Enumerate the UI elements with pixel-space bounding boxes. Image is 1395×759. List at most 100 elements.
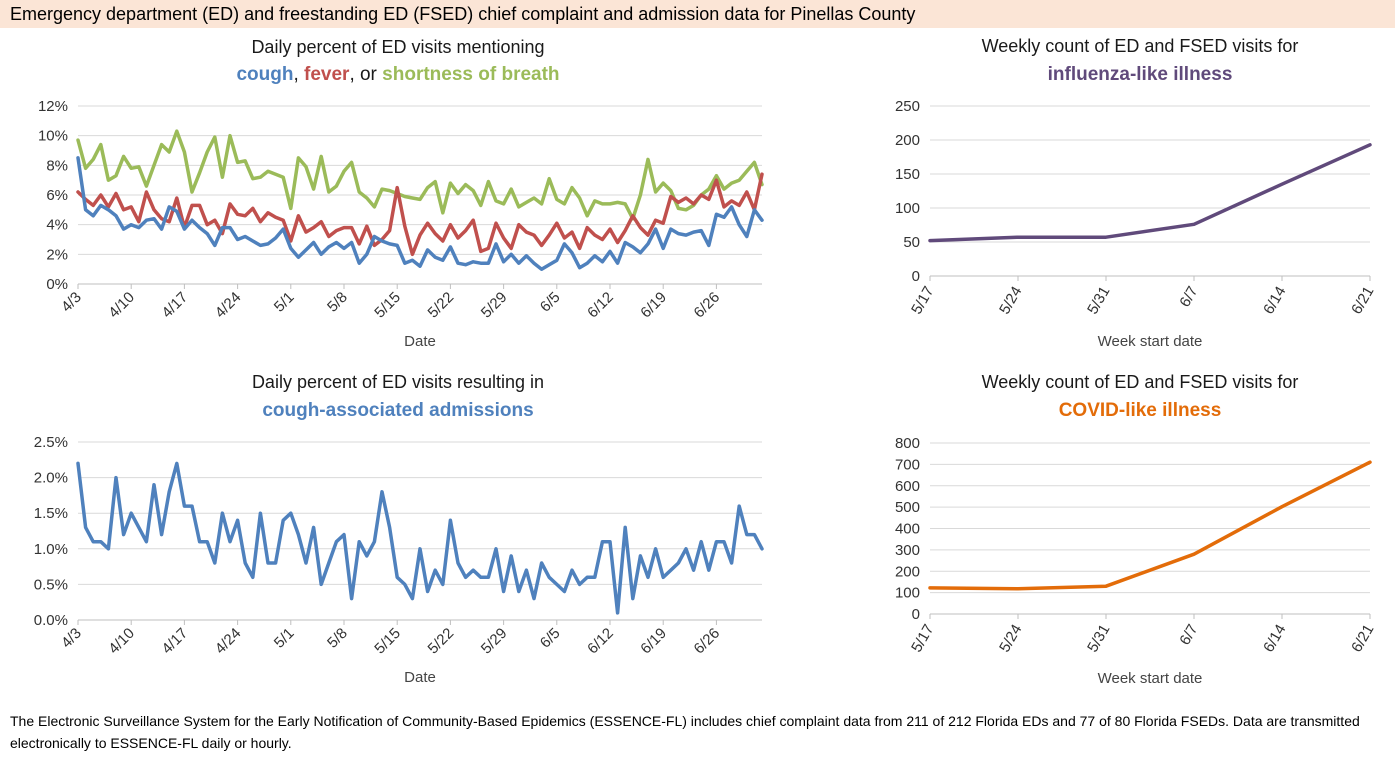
chart-admissions-xtick-label: 6/26 bbox=[691, 625, 724, 658]
chart-admissions-xlabel: Date bbox=[404, 669, 436, 686]
chart-cli-title: Weekly count of ED and FSED visits for bbox=[982, 372, 1299, 392]
chart-symptoms-xtick-label: 4/17 bbox=[159, 289, 192, 322]
chart-admissions-series-cough-associated-admissions-line bbox=[76, 461, 764, 615]
chart-cli-ytick-label: 200 bbox=[895, 563, 920, 580]
chart-cli-series-covid-like-illness-line bbox=[928, 460, 1372, 591]
chart-cli-ytick-label: 300 bbox=[895, 542, 920, 559]
chart-ili-xtick-label: 6/21 bbox=[1348, 284, 1377, 318]
chart-admissions-xtick-label: 5/29 bbox=[478, 625, 511, 658]
chart-ili-series-influenza-like-illness-line bbox=[928, 143, 1372, 243]
chart-admissions-xtick-label: 5/8 bbox=[324, 625, 351, 652]
chart-ili-xtick-label: 5/31 bbox=[1084, 284, 1113, 318]
chart-symptoms-xtick-label: 4/10 bbox=[105, 289, 138, 322]
chart-admissions: Daily percent of ED visits resulting in c… bbox=[34, 372, 764, 686]
chart-cli-ytick-label: 0 bbox=[912, 606, 920, 623]
chart-cli: Weekly count of ED and FSED visits for CO… bbox=[895, 372, 1377, 687]
chart-admissions-panel: Daily percent of ED visits resulting in c… bbox=[0, 364, 790, 694]
chart-ili-xtick-label: 5/17 bbox=[908, 284, 937, 318]
chart-ili-xtick-label: 6/14 bbox=[1260, 284, 1289, 318]
chart-symptoms-xtick-label: 5/8 bbox=[324, 289, 351, 316]
chart-ili-subtitle: influenza-like illness bbox=[1048, 64, 1233, 85]
chart-symptoms-xtick-label: 6/26 bbox=[691, 289, 724, 322]
chart-admissions-subtitle-part: cough-associated admissions bbox=[262, 400, 533, 421]
chart-cli-xtick-label: 5/31 bbox=[1084, 622, 1113, 656]
chart-cli-xtick-label: 5/17 bbox=[908, 622, 937, 656]
chart-symptoms-series-shortness-of-breath-line bbox=[76, 129, 764, 221]
chart-admissions-xtick-label: 4/24 bbox=[212, 625, 245, 658]
chart-ili-xtick-label: 6/7 bbox=[1176, 284, 1201, 311]
chart-symptoms-ytick-label: 0% bbox=[46, 276, 68, 293]
chart-cli-panel: Weekly count of ED and FSED visits for CO… bbox=[850, 364, 1395, 694]
chart-cli-xtick-label: 6/7 bbox=[1176, 622, 1201, 649]
chart-cli-xtick-label: 5/24 bbox=[996, 622, 1025, 656]
chart-symptoms-subtitle-part: , bbox=[293, 64, 304, 85]
chart-symptoms-xtick-label: 5/22 bbox=[425, 289, 458, 322]
chart-cli-ytick-label: 800 bbox=[895, 435, 920, 452]
chart-cli-xtick-label: 6/14 bbox=[1260, 622, 1289, 656]
chart-admissions-ytick-label: 1.0% bbox=[34, 541, 68, 558]
chart-ili-panel: Weekly count of ED and FSED visits for in… bbox=[850, 28, 1395, 358]
chart-admissions-ytick-label: 1.5% bbox=[34, 505, 68, 522]
chart-cli-ytick-label: 500 bbox=[895, 499, 920, 516]
chart-admissions-xtick-label: 6/12 bbox=[584, 625, 617, 658]
chart-symptoms-xtick-label: 5/29 bbox=[478, 289, 511, 322]
chart-symptoms-xtick-label: 6/12 bbox=[584, 289, 617, 322]
chart-cli-subtitle: COVID-like illness bbox=[1059, 400, 1222, 421]
chart-symptoms-ytick-label: 6% bbox=[46, 187, 68, 204]
chart-symptoms-xtick-label: 6/19 bbox=[637, 289, 670, 322]
chart-cli-xlabel: Week start date bbox=[1098, 670, 1203, 687]
chart-admissions-ytick-label: 2.0% bbox=[34, 470, 68, 487]
chart-symptoms-xtick-label: 4/24 bbox=[212, 289, 245, 322]
chart-admissions-xtick-label: 5/15 bbox=[371, 625, 404, 658]
chart-symptoms-ytick-label: 4% bbox=[46, 217, 68, 234]
page-title: Emergency department (ED) and freestandi… bbox=[10, 4, 916, 24]
chart-ili-ytick-label: 150 bbox=[895, 166, 920, 183]
chart-symptoms-series-cough-line bbox=[76, 156, 764, 271]
chart-symptoms-subtitle-part: fever bbox=[304, 64, 350, 85]
chart-symptoms-xlabel: Date bbox=[404, 333, 436, 350]
chart-symptoms-ytick-label: 12% bbox=[38, 98, 68, 115]
chart-symptoms-subtitle-part: , or bbox=[349, 64, 382, 85]
chart-symptoms-xtick-label: 5/15 bbox=[371, 289, 404, 322]
chart-ili-xlabel: Week start date bbox=[1098, 333, 1203, 350]
chart-ili-ytick-label: 50 bbox=[903, 234, 920, 251]
chart-admissions-xtick-label: 4/17 bbox=[159, 625, 192, 658]
chart-admissions-xtick-label: 6/19 bbox=[637, 625, 670, 658]
chart-admissions-subtitle: cough-associated admissions bbox=[262, 400, 533, 421]
chart-ili: Weekly count of ED and FSED visits for in… bbox=[895, 36, 1377, 350]
chart-symptoms-series-fever-line bbox=[76, 172, 764, 257]
chart-admissions-ytick-label: 0.0% bbox=[34, 612, 68, 629]
chart-symptoms-panel: Daily percent of ED visits mentioning cou… bbox=[0, 28, 790, 358]
chart-admissions-xtick-label: 6/5 bbox=[537, 625, 564, 652]
chart-ili-ytick-label: 250 bbox=[895, 98, 920, 115]
chart-admissions-xtick-label: 5/22 bbox=[425, 625, 458, 658]
chart-cli-ytick-label: 600 bbox=[895, 478, 920, 495]
chart-symptoms-xtick-label: 6/5 bbox=[537, 289, 564, 316]
chart-cli-xtick-label: 6/21 bbox=[1348, 622, 1377, 656]
chart-ili-subtitle-part: influenza-like illness bbox=[1048, 64, 1233, 85]
footer-note: The Electronic Surveillance System for t… bbox=[10, 713, 1360, 751]
chart-admissions-xtick-label: 5/1 bbox=[271, 625, 298, 652]
chart-cli-ytick-label: 400 bbox=[895, 521, 920, 538]
header-bar: Emergency department (ED) and freestandi… bbox=[0, 0, 1395, 28]
chart-ili-ytick-label: 100 bbox=[895, 200, 920, 217]
chart-cli-ytick-label: 700 bbox=[895, 456, 920, 473]
chart-symptoms-subtitle-part: cough bbox=[236, 64, 293, 85]
chart-admissions-ytick-label: 0.5% bbox=[34, 576, 68, 593]
chart-symptoms-subtitle-part: shortness of breath bbox=[382, 64, 559, 85]
chart-cli-ytick-label: 100 bbox=[895, 585, 920, 602]
chart-ili-ytick-label: 0 bbox=[912, 268, 920, 285]
chart-symptoms-subtitle: cough, fever, or shortness of breath bbox=[236, 64, 559, 85]
chart-ili-ytick-label: 200 bbox=[895, 132, 920, 149]
chart-symptoms-ytick-label: 2% bbox=[46, 246, 68, 263]
chart-symptoms-xtick-label: 5/1 bbox=[271, 289, 298, 316]
chart-cli-subtitle-part: COVID-like illness bbox=[1059, 400, 1222, 421]
chart-symptoms-ytick-label: 8% bbox=[46, 157, 68, 174]
chart-admissions-title: Daily percent of ED visits resulting in bbox=[252, 372, 544, 392]
chart-admissions-ytick-label: 2.5% bbox=[34, 434, 68, 451]
chart-symptoms-title: Daily percent of ED visits mentioning bbox=[251, 37, 544, 57]
chart-ili-xtick-label: 5/24 bbox=[996, 284, 1025, 318]
chart-symptoms: Daily percent of ED visits mentioning cou… bbox=[38, 37, 764, 350]
chart-admissions-xtick-label: 4/10 bbox=[105, 625, 138, 658]
chart-symptoms-ytick-label: 10% bbox=[38, 128, 68, 145]
